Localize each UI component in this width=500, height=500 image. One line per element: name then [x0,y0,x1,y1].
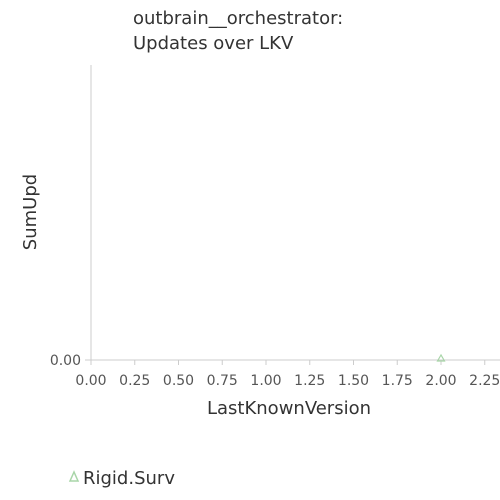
x-tick-label: 1.75 [382,373,413,389]
chart-title-line-2: Updates over LKV [133,33,294,54]
x-axis-title: LastKnownVersion [207,398,371,419]
x-tick-label: 1.25 [294,373,325,389]
y-ticks: 0.00 [50,353,91,369]
x-tick-label: 0.50 [163,373,194,389]
x-tick-label: 2.00 [425,373,456,389]
x-tick-label: 1.50 [338,373,369,389]
x-tick-label: 1.00 [250,373,281,389]
x-tick-label: 0.25 [119,373,150,389]
legend: Rigid.Surv [70,468,175,489]
x-ticks: 0.00 0.25 0.50 0.75 1.00 1.25 1.50 1.75 2.00 2.25 [75,360,500,389]
y-axis-title: SumUpd [20,174,41,250]
chart-title: outbrain__orchestrator: Updates over LKV [133,8,343,54]
x-tick-label: 0.75 [207,373,238,389]
x-tick-label: 2.25 [469,373,500,389]
legend-label: Rigid.Surv [83,468,175,489]
x-tick-label: 0.00 [75,373,106,389]
y-tick-label: 0.00 [50,353,81,369]
chart-title-line-1: outbrain__orchestrator: [133,8,343,29]
legend-marker-triangle-icon [70,472,78,481]
